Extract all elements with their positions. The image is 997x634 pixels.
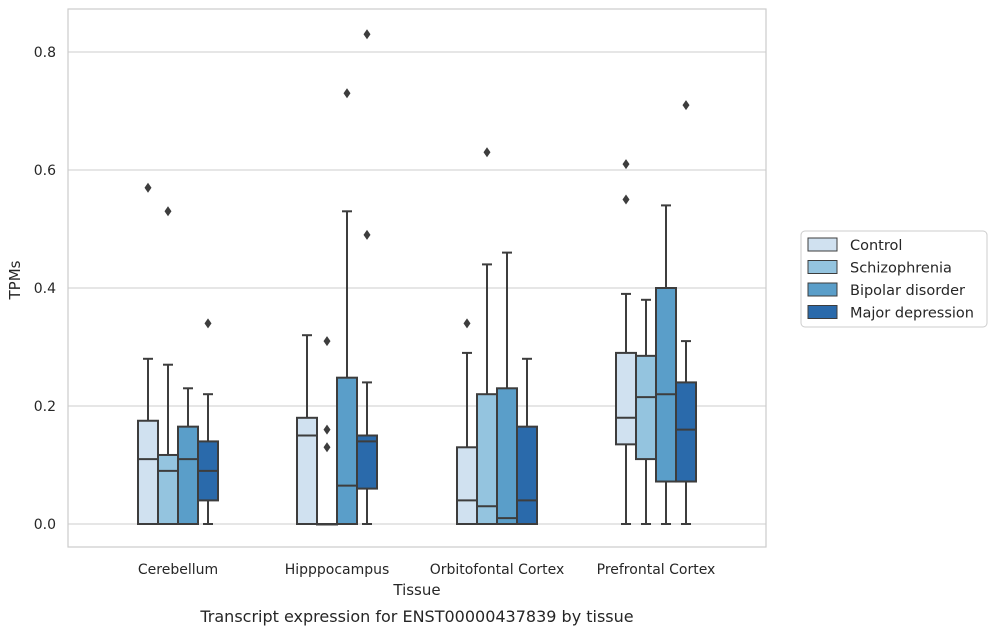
y-tick-label: 0.4 [34,281,56,297]
outlier-point [682,100,690,111]
y-tick-label: 0.0 [34,517,56,533]
box [615,351,637,446]
box-group [296,334,318,525]
outlier-point [343,88,351,99]
y-tick-label: 0.6 [34,163,56,179]
x-axis-title: Tissue [392,581,440,599]
x-tick-label: Cerebellum [138,562,218,578]
box-group [456,318,478,525]
box-group [316,336,338,526]
box-group [157,206,179,525]
box-group [655,204,677,525]
box-group [137,182,159,525]
box [476,393,498,526]
chart-caption: Transcript expression for ENST0000043783… [199,607,633,626]
box-group [476,147,498,526]
box [655,287,677,483]
box [675,381,697,483]
x-tick-labels: Cerebellum Hipppocampus Orbitofontal Corte… [138,562,715,578]
plot-frame [67,8,767,548]
y-axis-title: TPMs [6,260,24,300]
box [177,425,199,525]
outlier-point [323,336,331,347]
box [157,453,179,525]
box-groups [137,29,697,526]
box [456,446,478,525]
x-tick-label: Hipppocampus [285,562,390,578]
legend: Control Schizophrenia Bipolar disorder Majo… [800,230,988,328]
outlier-point [363,229,371,240]
legend-label: Bipolar disorder [850,283,965,299]
x-tick-label: Prefrontal Cortex [597,562,716,578]
box-group [635,298,657,525]
box-group [336,88,358,525]
legend-label: Control [850,238,902,254]
y-tick-labels: 0.0 0.2 0.4 0.6 0.8 [34,45,56,533]
box [336,376,358,525]
box [496,387,518,525]
box-group [516,357,538,525]
outlier-point [463,318,471,329]
outlier-point [204,318,212,329]
legend-label: Schizophrenia [850,261,952,277]
legend-swatch [807,260,838,274]
outlier-point [164,206,172,217]
box-group [356,29,378,525]
box-group [496,251,518,525]
outlier-point [323,424,331,435]
y-tick-label: 0.2 [34,399,56,415]
outlier-point [483,147,491,158]
legend-label: Major depression [850,306,974,322]
box-group [675,100,697,525]
outlier-point [144,182,152,193]
box-group [615,159,637,525]
x-tick-label: Orbitofontal Cortex [430,562,565,578]
box [356,434,378,490]
legend-frame [800,230,988,328]
box [516,425,538,525]
box [635,354,657,461]
outlier-point [363,29,371,40]
box [296,416,318,525]
outlier-point [622,194,630,205]
legend-swatch [807,305,838,319]
box [137,419,159,525]
outlier-point [622,159,630,170]
box-group [197,318,219,525]
box-group [177,387,199,525]
outlier-point [323,442,331,453]
y-tick-label: 0.8 [34,45,56,61]
legend-swatch [807,282,838,297]
legend-swatch [807,237,838,252]
